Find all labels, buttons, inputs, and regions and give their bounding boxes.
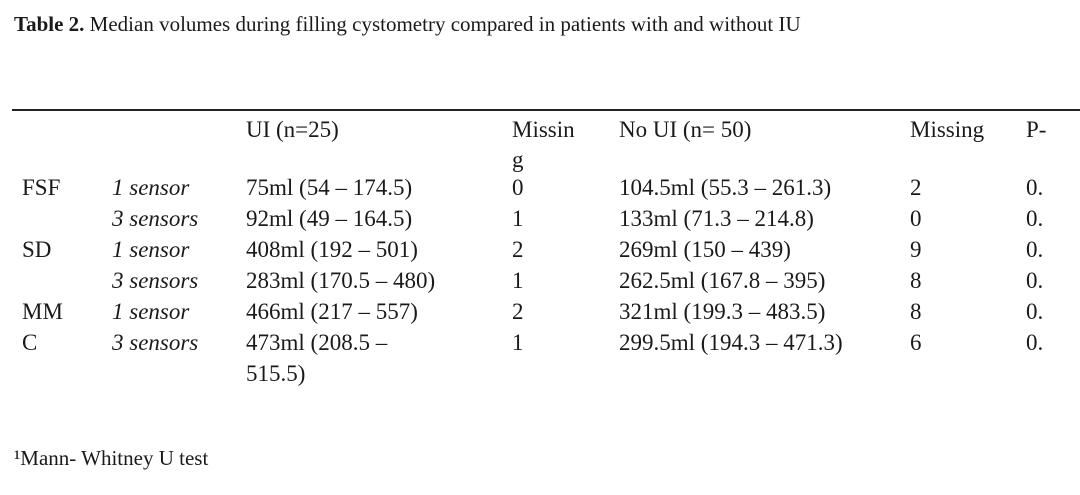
table-row-ui: 408ml (192 – 501) <box>246 237 418 262</box>
table-row-missing-no-ui: 8 <box>910 268 922 293</box>
table-row-sensor: 1 sensor <box>112 175 190 200</box>
table-row-ui: 283ml (170.5 – 480) <box>246 268 436 293</box>
table-row-group: SD <box>22 237 52 262</box>
table-row-sensor: 3 sensors <box>112 268 199 293</box>
table-row-sensor: 1 sensor <box>112 299 190 324</box>
table-row-missing-ui: 1 <box>512 206 524 231</box>
table-caption: Table 2. Median volumes during filling c… <box>14 12 801 37</box>
table-row-no-ui: 269ml (150 – 439) <box>619 237 791 262</box>
table-row-p-value: 0. <box>1026 206 1044 231</box>
table-row-missing-ui: 0 <box>512 175 524 200</box>
table-row-ui: 473ml (208.5 – <box>246 330 388 355</box>
table-row-sensor: 1 sensor <box>112 237 190 262</box>
table-top-rule <box>12 109 1080 111</box>
table-row-p-value: 0. <box>1026 175 1044 200</box>
table-row-p-value: 0. <box>1026 299 1044 324</box>
table-row-group: C <box>22 330 38 355</box>
table-row-p-value: 0. <box>1026 268 1044 293</box>
table-row-no-ui: 299.5ml (194.3 – 471.3) <box>619 330 843 355</box>
table-row-sensor: 3 sensors <box>112 330 199 355</box>
table-row-missing-no-ui: 9 <box>910 237 922 262</box>
table-row-missing-ui: 2 <box>512 299 524 324</box>
table-row-group: MM <box>22 299 63 324</box>
table-row-ui: 75ml (54 – 174.5) <box>246 175 413 200</box>
table-row-missing-no-ui: 6 <box>910 330 922 355</box>
table-row-missing-no-ui: 2 <box>910 175 922 200</box>
table-row-no-ui: 321ml (199.3 – 483.5) <box>619 299 826 324</box>
table-row-missing-no-ui: 0 <box>910 206 922 231</box>
table-row-sensor: 3 sensors <box>112 206 199 231</box>
table-footnote: ¹Mann- Whitney U test <box>14 446 209 470</box>
header-p-value: P- <box>1026 117 1047 142</box>
table-row-group: FSF <box>22 175 61 200</box>
caption-label: Table 2. <box>14 12 85 36</box>
table-row-p-value: 0. <box>1026 330 1044 355</box>
header-missing-ui-wrap: g <box>512 147 524 172</box>
header-missing-no-ui: Missing <box>910 117 985 142</box>
header-no-ui: No UI (n= 50) <box>619 117 752 142</box>
caption-text: Median volumes during filling cystometry… <box>89 12 801 36</box>
table-row-missing-ui: 1 <box>512 330 524 355</box>
table-row-missing-no-ui: 8 <box>910 299 922 324</box>
table-row-missing-ui: 2 <box>512 237 524 262</box>
header-ui: UI (n=25) <box>246 117 339 142</box>
table-row-no-ui: 133ml (71.3 – 214.8) <box>619 206 814 231</box>
table-row-p-value: 0. <box>1026 237 1044 262</box>
table-row-no-ui: 104.5ml (55.3 – 261.3) <box>619 175 832 200</box>
table-row-ui: 92ml (49 – 164.5) <box>246 206 413 231</box>
table-row-ui-wrap: 515.5) <box>246 361 306 386</box>
table-row-ui: 466ml (217 – 557) <box>246 299 418 324</box>
header-missing-ui: Missin <box>512 117 575 142</box>
table-row-no-ui: 262.5ml (167.8 – 395) <box>619 268 826 293</box>
table-row-missing-ui: 1 <box>512 268 524 293</box>
